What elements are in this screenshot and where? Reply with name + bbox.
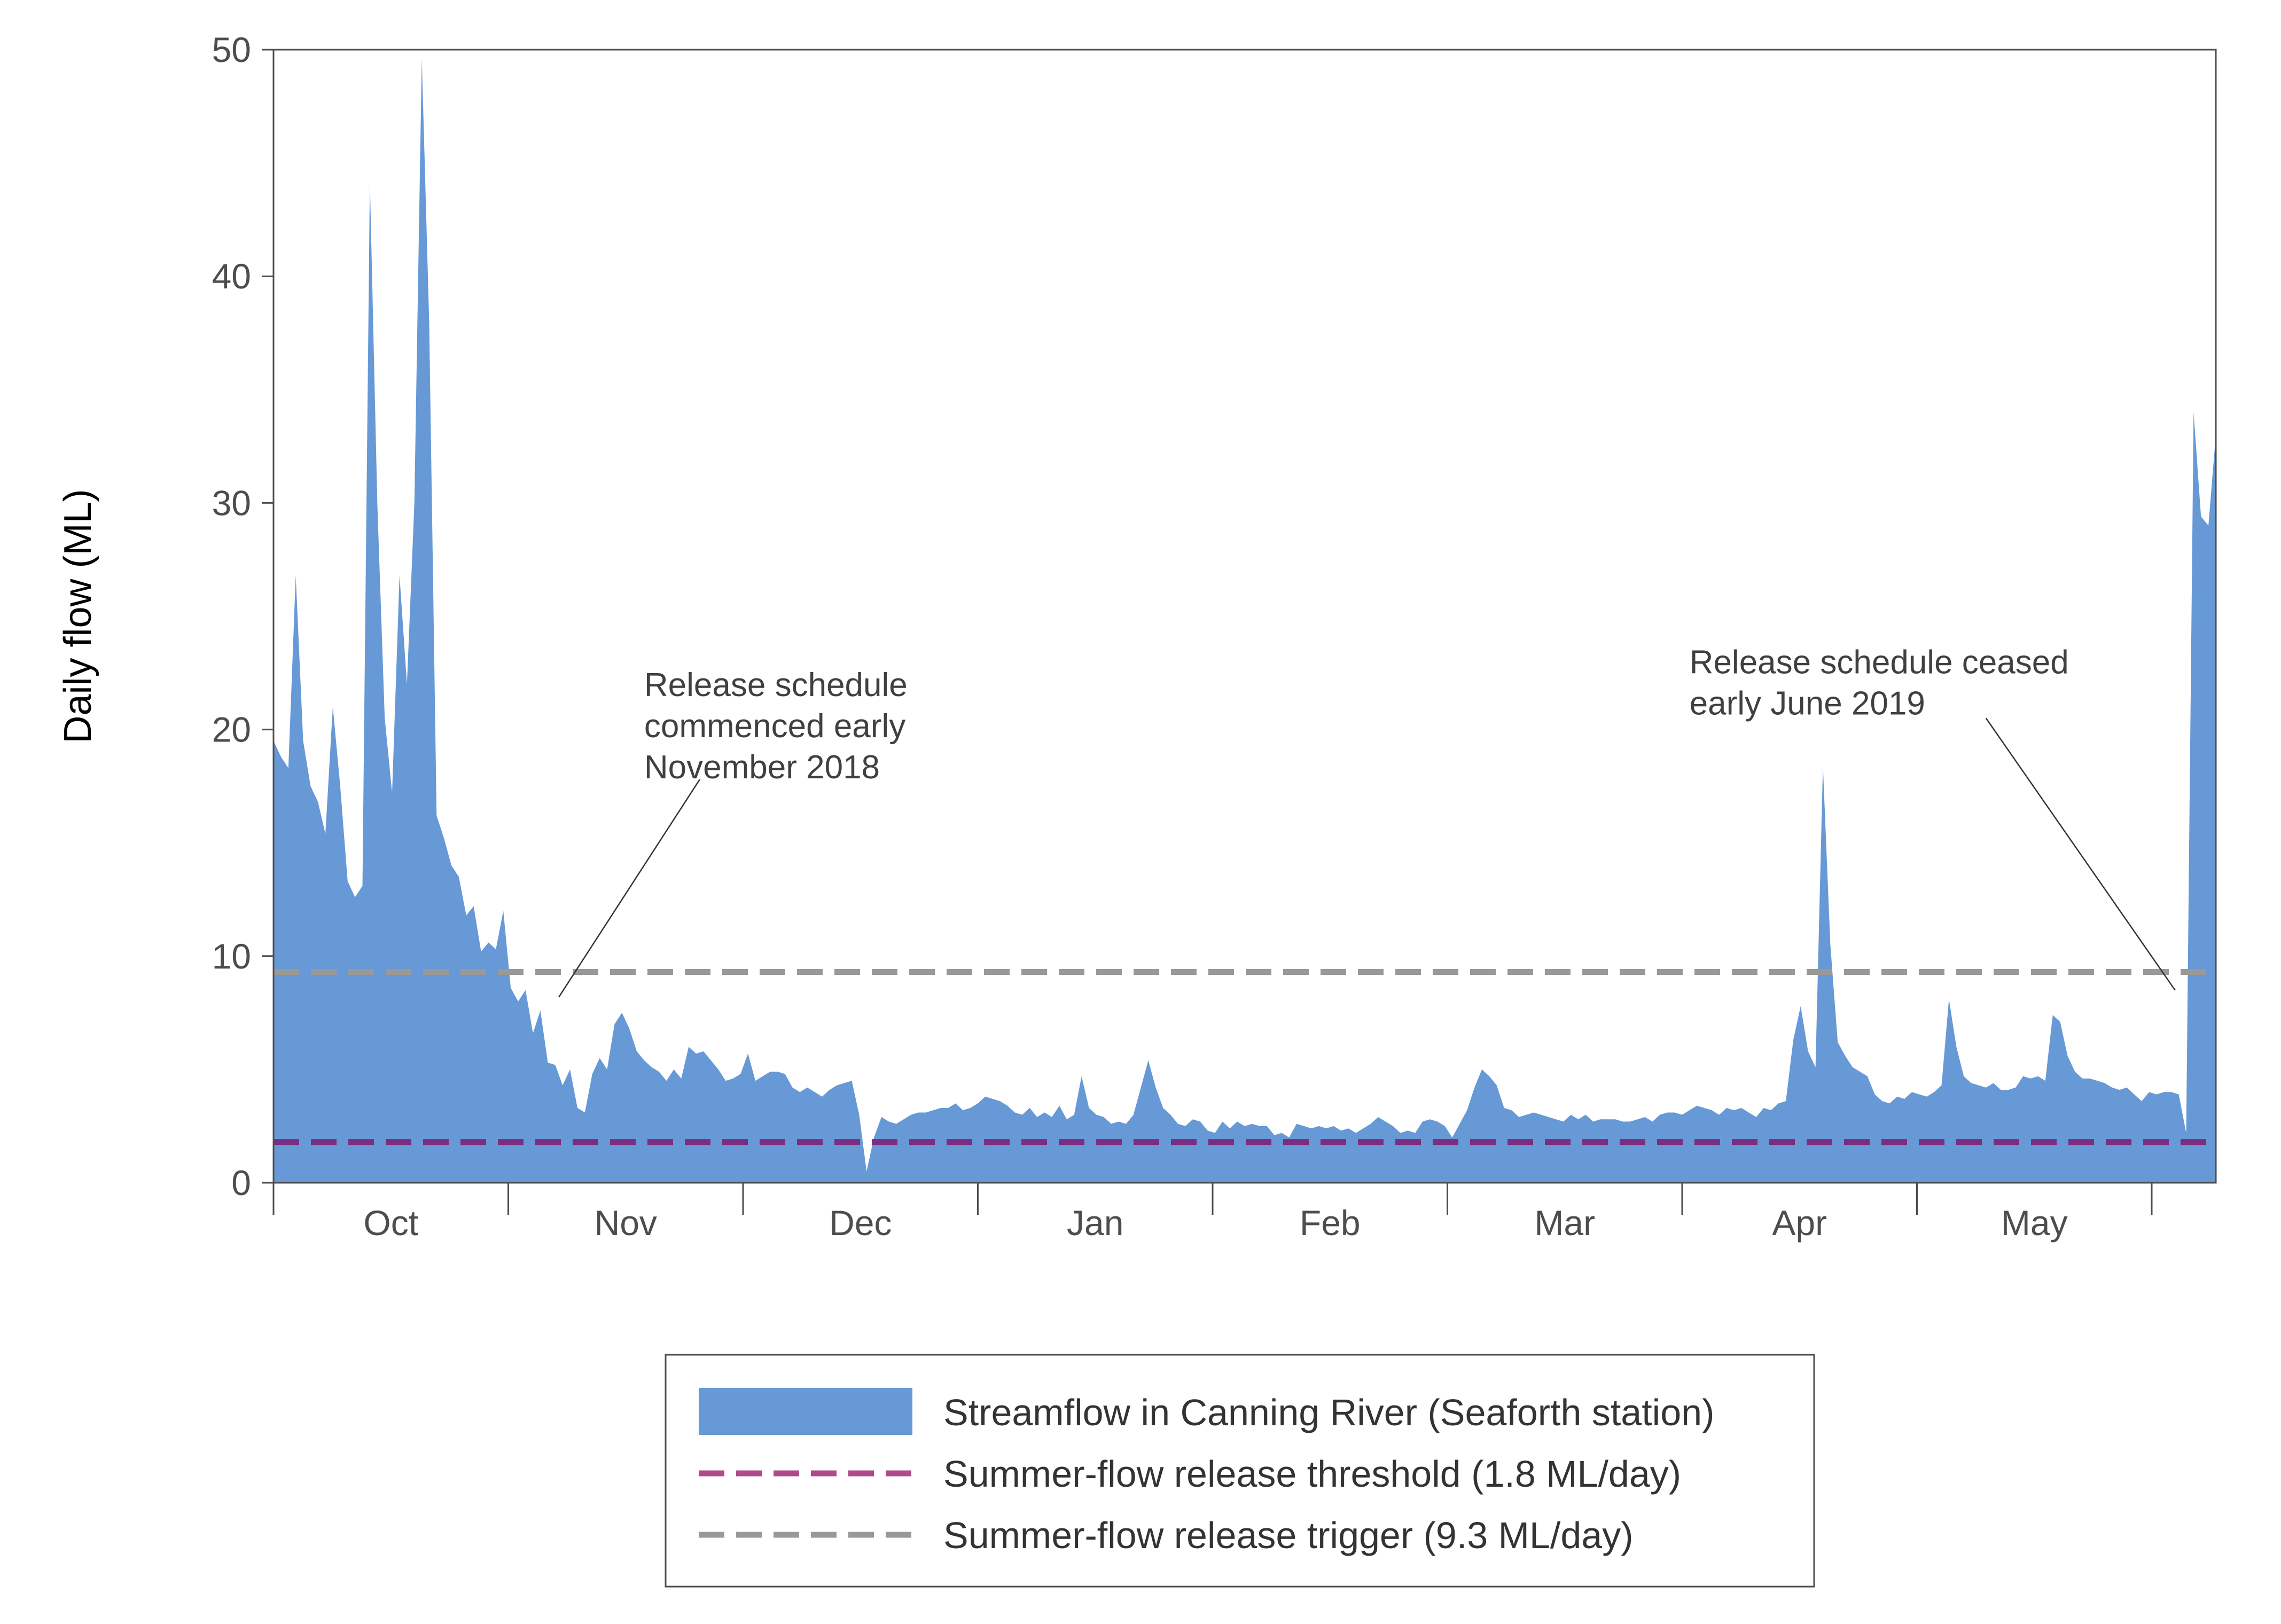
- legend-label: Streamflow in Canning River (Seaforth st…: [943, 1392, 1714, 1433]
- hline-layer: [274, 969, 2216, 1145]
- y-tick-label: 40: [212, 256, 251, 296]
- x-tick-label-oct: Oct: [363, 1203, 418, 1243]
- annotation-1: Release schedule commenced early November …: [558, 667, 908, 997]
- y-axis: 0 10 20 30 40 50: [212, 30, 274, 1203]
- x-tick-label-mar: Mar: [1534, 1203, 1595, 1243]
- streamflow-area: [274, 59, 2216, 1183]
- legend-label: Summer-flow release threshold (1.8 ML/da…: [943, 1453, 1681, 1495]
- y-tick-label: 20: [212, 710, 251, 749]
- annotation-line: November 2018: [644, 749, 880, 786]
- annotation-line: Release schedule ceased: [1690, 644, 2069, 681]
- x-tick-label-feb: Feb: [1300, 1203, 1361, 1243]
- legend-label: Summer-flow release trigger (9.3 ML/day): [943, 1514, 1634, 1556]
- legend: Streamflow in Canning River (Seaforth st…: [665, 1354, 1815, 1588]
- y-tick-label: 50: [212, 30, 251, 69]
- area-layer: [274, 59, 2216, 1183]
- y-axis-label: Daily flow (ML): [57, 489, 99, 743]
- y-tick-label: 30: [212, 483, 251, 522]
- x-tick-label-nov: Nov: [595, 1203, 657, 1243]
- legend-swatch-area: [699, 1388, 912, 1435]
- x-axis: Oct Nov Dec Jan Feb Mar Apr May: [272, 1183, 2153, 1243]
- y-tick-label: 10: [212, 936, 251, 976]
- x-tick-label-dec: Dec: [829, 1203, 892, 1243]
- annotation-pointer: [1985, 717, 2176, 991]
- annotation-line: early June 2019: [1690, 685, 1925, 722]
- y-tick-label: 0: [231, 1163, 251, 1203]
- x-tick-label-jan: Jan: [1067, 1203, 1123, 1243]
- annotation-layer: Release schedule commenced early November …: [558, 644, 2176, 997]
- plot-frame: [272, 49, 2217, 1184]
- annotation-line: Release schedule: [644, 667, 908, 704]
- x-tick-label-may: May: [2001, 1203, 2068, 1243]
- annotation-line: commenced early: [644, 708, 905, 745]
- annotation-pointer: [558, 779, 701, 997]
- x-tick-label-apr: Apr: [1772, 1203, 1827, 1243]
- annotation-2: Release schedule ceased early June 2019: [1690, 644, 2176, 991]
